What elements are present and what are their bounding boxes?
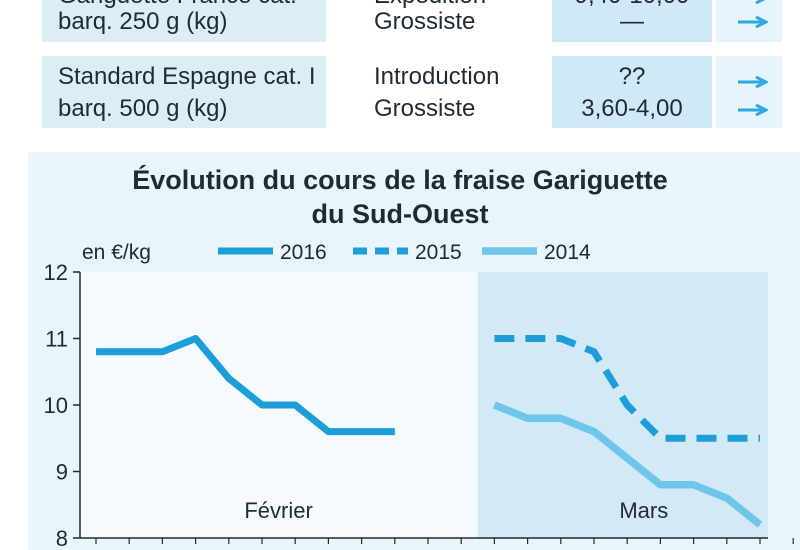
x-tick-label: 26 <box>450 548 472 550</box>
legend-label-2014: 2014 <box>544 241 591 264</box>
right-arrow-icon <box>738 76 768 88</box>
x-tick-label: 24 <box>384 548 406 550</box>
price-value: 9,40-10,00 <box>552 0 712 13</box>
x-tick-label: 7 <box>688 548 699 550</box>
y-tick-label: 8 <box>56 526 68 550</box>
price-value: 3,60-4,00 <box>581 95 683 122</box>
series-line-2015 <box>494 335 760 442</box>
product-packaging: barq. 500 g (kg) <box>58 95 228 122</box>
x-tick-label: 9 <box>754 548 765 550</box>
right-arrow-icon <box>738 104 768 116</box>
month-label: Mars <box>619 498 668 523</box>
legend-label-2016: 2016 <box>280 241 327 264</box>
x-tick-label: 8 <box>721 548 732 550</box>
axes: 8910111215161718192021222324252612345678… <box>44 260 800 550</box>
x-tick-label: 3 <box>555 548 566 550</box>
x-tick-label: 15 <box>85 548 107 550</box>
month-label: Février <box>244 498 312 523</box>
market-stage: Expédition <box>374 0 486 13</box>
product-cell <box>42 0 326 42</box>
series-lines <box>96 335 763 528</box>
y-axis-unit-label: en €/kg <box>82 241 151 264</box>
market-stage: Grossiste <box>374 95 476 122</box>
product-packaging: barq. 250 g (kg) <box>58 8 228 35</box>
y-tick-label: 9 <box>56 460 68 485</box>
product-cell <box>42 56 326 128</box>
right-arrow-icon <box>738 16 768 28</box>
chart-title-line-2: du Sud-Ouest <box>311 199 489 229</box>
price-table: Gariguette France cat. barq. 250 g (kg) … <box>0 0 800 150</box>
x-tick-label: 6 <box>655 548 666 550</box>
x-tick-label: 22 <box>317 548 339 550</box>
market-stage: Grossiste <box>374 8 476 35</box>
product-name: Gariguette France cat. <box>58 0 297 13</box>
y-tick-label: 11 <box>45 327 68 352</box>
x-tick-label: 5 <box>622 548 633 550</box>
x-tick-label: 19 <box>218 548 240 550</box>
legend-label-2015: 2015 <box>415 241 462 264</box>
x-tick-label: 20 <box>251 548 273 550</box>
legend: 2016 2015 2014 <box>218 241 591 264</box>
x-tick-label: 17 <box>151 548 173 550</box>
market-stage: Introduction <box>374 63 500 90</box>
x-tick-label: 25 <box>417 548 439 550</box>
x-tick-label: 16 <box>118 548 140 550</box>
series-line-2016 <box>96 335 395 436</box>
series-line-2014 <box>493 401 763 528</box>
y-tick-label: 10 <box>44 393 68 418</box>
right-arrow-icon <box>755 0 766 4</box>
x-tick-label: 10 <box>782 548 800 550</box>
price-cell <box>552 0 712 42</box>
x-tick-label: 21 <box>284 548 306 550</box>
price-cell <box>552 56 712 128</box>
x-tick-label: 1 <box>489 548 500 550</box>
x-tick-label: 2 <box>522 548 533 550</box>
price-value: ?? <box>618 63 646 90</box>
x-tick-label: 23 <box>350 548 372 550</box>
x-tick-label: 18 <box>184 548 206 550</box>
y-tick-label: 12 <box>44 260 68 285</box>
chart-title-line-1: Évolution du cours de la fraise Gariguet… <box>132 165 668 195</box>
price-value: — <box>620 8 644 35</box>
trend-cell <box>716 56 782 128</box>
product-name: Standard Espagne cat. I <box>58 63 316 90</box>
x-tick-label: 4 <box>588 548 599 550</box>
